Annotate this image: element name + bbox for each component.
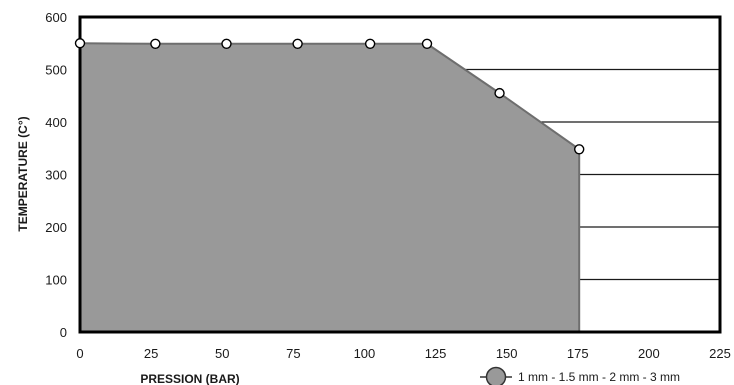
data-point bbox=[364, 38, 376, 49]
y-axis-ticks: 0 100 200 300 400 500 600 bbox=[45, 10, 67, 340]
y-tick-label: 0 bbox=[60, 325, 67, 340]
data-point bbox=[574, 144, 585, 155]
y-tick-label: 500 bbox=[45, 63, 67, 78]
y-tick-label: 400 bbox=[45, 115, 67, 130]
x-tick-label: 50 bbox=[215, 346, 229, 361]
x-tick-label: 225 bbox=[709, 346, 731, 361]
x-tick-label: 125 bbox=[425, 346, 447, 361]
x-tick-label: 175 bbox=[567, 346, 589, 361]
data-point bbox=[150, 38, 161, 49]
x-tick-label: 150 bbox=[496, 346, 518, 361]
legend-label: 1 mm - 1.5 mm - 2 mm - 3 mm bbox=[518, 370, 680, 384]
x-axis-ticks: 0 25 50 75 100 125 150 175 200 225 bbox=[76, 346, 730, 361]
plot-frame bbox=[78, 15, 722, 334]
y-tick-label: 100 bbox=[45, 273, 67, 288]
data-point bbox=[292, 38, 303, 49]
x-tick-label: 100 bbox=[354, 346, 376, 361]
y-axis-title: TEMPERATURE (C°) bbox=[16, 116, 30, 231]
area-series-fill bbox=[80, 43, 580, 332]
data-point bbox=[221, 38, 232, 49]
x-tick-label: 200 bbox=[638, 346, 660, 361]
legend-swatch bbox=[485, 366, 507, 385]
x-axis-title: PRESSION (BAR) bbox=[140, 372, 239, 385]
x-tick-label: 75 bbox=[286, 346, 300, 361]
data-point bbox=[494, 87, 505, 99]
x-tick-label: 25 bbox=[144, 346, 158, 361]
y-tick-label: 300 bbox=[45, 168, 67, 183]
y-tick-label: 200 bbox=[45, 220, 67, 235]
data-markers bbox=[74, 38, 585, 155]
data-point bbox=[74, 38, 86, 49]
data-point bbox=[421, 38, 433, 49]
x-tick-label: 0 bbox=[76, 346, 83, 361]
y-tick-label: 600 bbox=[45, 10, 67, 25]
legend: 1 mm - 1.5 mm - 2 mm - 3 mm bbox=[480, 366, 680, 385]
